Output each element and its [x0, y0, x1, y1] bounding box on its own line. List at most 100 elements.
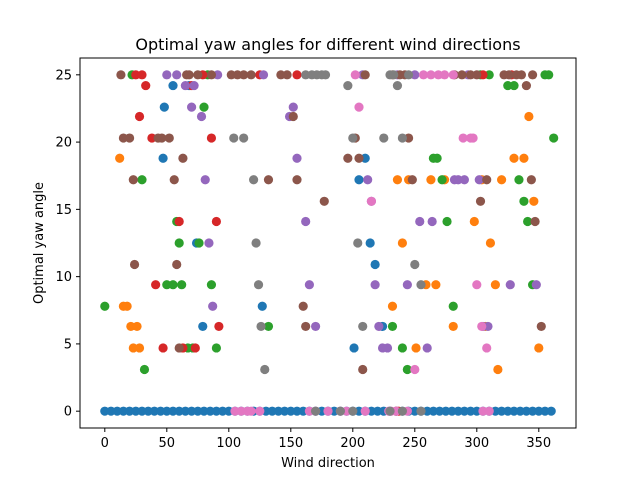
- data-point-series-1: [370, 259, 380, 270]
- data-point-series-4: [206, 133, 217, 143]
- data-point-series-5: [382, 343, 393, 353]
- data-point-series-6: [184, 70, 194, 80]
- data-point-series-5: [292, 153, 302, 163]
- data-point-series-2: [387, 301, 398, 311]
- data-point-series-6: [174, 343, 184, 353]
- data-point-series-8: [260, 364, 270, 375]
- data-point-series-2: [448, 321, 458, 332]
- data-point-series-4: [134, 111, 145, 122]
- data-point-series-8: [358, 321, 368, 332]
- data-point-series-5: [459, 175, 469, 185]
- data-point-series-6: [530, 216, 540, 227]
- data-point-series-2: [397, 238, 407, 248]
- data-point-series-3: [437, 175, 447, 185]
- data-point-series-8: [311, 406, 321, 416]
- data-point-series-8: [385, 406, 395, 416]
- data-point-series-4: [137, 70, 147, 80]
- data-point-series-7: [482, 343, 492, 353]
- y-tick-label: 20: [55, 136, 72, 151]
- data-point-series-5: [402, 280, 412, 290]
- data-point-series-5: [180, 80, 190, 91]
- data-point-series-2: [497, 175, 507, 185]
- data-point-series-5: [189, 80, 199, 91]
- data-point-series-3: [387, 321, 398, 332]
- data-point-series-5: [363, 175, 373, 185]
- data-point-series-3: [137, 175, 147, 185]
- data-point-series-7: [468, 133, 478, 143]
- data-point-series-3: [514, 175, 524, 185]
- x-tick-label: 100: [216, 436, 241, 451]
- data-point-series-6: [472, 70, 482, 80]
- data-point-series-8: [239, 133, 249, 143]
- data-point-series-6: [407, 175, 417, 185]
- data-point-series-6: [288, 111, 298, 122]
- data-point-series-7: [458, 133, 468, 143]
- data-point-series-8: [253, 280, 264, 290]
- data-point-series-7: [472, 280, 482, 290]
- data-point-series-5: [172, 70, 182, 80]
- y-tick-label: 5: [64, 337, 72, 352]
- plot-area: [100, 70, 559, 416]
- data-point-series-5: [422, 343, 432, 353]
- data-point-series-6: [239, 70, 249, 80]
- data-point-series-6: [125, 133, 135, 143]
- data-point-series-3: [194, 238, 204, 248]
- data-point-series-6: [263, 175, 274, 185]
- data-point-series-8: [343, 80, 353, 91]
- data-point-series-1: [158, 153, 168, 163]
- data-point-series-2: [115, 153, 125, 163]
- data-point-series-6: [172, 259, 182, 270]
- data-point-series-2: [534, 343, 544, 353]
- data-point-series-3: [448, 301, 458, 311]
- data-point-series-8: [389, 70, 399, 80]
- data-point-series-8: [404, 70, 414, 80]
- data-point-series-6: [360, 70, 370, 80]
- data-point-series-2: [529, 196, 539, 206]
- data-point-series-8: [392, 80, 403, 91]
- x-tick-label: 300: [464, 436, 489, 451]
- data-point-series-2: [469, 216, 479, 227]
- data-point-series-6: [282, 70, 292, 80]
- data-point-series-2: [493, 364, 503, 375]
- data-point-series-3: [177, 280, 187, 290]
- data-point-series-6: [516, 70, 527, 80]
- data-point-series-8: [397, 133, 407, 143]
- data-point-series-8: [335, 406, 345, 416]
- data-point-series-6: [116, 70, 126, 80]
- data-point-series-6: [536, 321, 546, 332]
- data-point-series-5: [162, 70, 172, 80]
- data-point-series-7: [410, 364, 420, 375]
- data-point-series-3: [211, 343, 221, 353]
- data-point-series-5: [311, 321, 321, 332]
- data-point-series-1: [365, 238, 375, 248]
- data-point-series-8: [410, 259, 420, 270]
- data-point-series-5: [301, 216, 311, 227]
- data-point-series-3: [509, 80, 519, 91]
- data-point-series-6: [528, 70, 538, 80]
- y-tick-label: 15: [55, 203, 72, 218]
- data-point-series-6: [157, 133, 167, 143]
- data-point-series-5: [288, 102, 298, 112]
- chart-title: Optimal yaw angles for different wind di…: [135, 35, 520, 54]
- data-point-series-8: [320, 70, 331, 80]
- plot-frame: [79, 57, 577, 429]
- data-point-series-7: [484, 406, 494, 416]
- data-point-series-8: [416, 406, 426, 416]
- data-point-series-2: [132, 321, 142, 332]
- data-point-series-6: [504, 70, 514, 80]
- x-tick-label: 250: [402, 436, 427, 451]
- data-point-series-8: [348, 406, 358, 416]
- data-point-series-1: [354, 175, 364, 185]
- data-point-series-5: [370, 280, 380, 290]
- data-point-series-6: [457, 70, 467, 80]
- data-point-series-5: [304, 280, 314, 290]
- data-point-series-6: [128, 175, 138, 185]
- data-point-series-4: [214, 321, 224, 332]
- data-point-series-7: [448, 70, 458, 80]
- data-point-series-7: [477, 321, 487, 332]
- data-point-series-5: [204, 238, 214, 248]
- data-point-series-3: [523, 216, 533, 227]
- data-point-series-6: [206, 70, 217, 80]
- data-point-series-3: [397, 343, 407, 353]
- data-point-series-3: [402, 364, 412, 375]
